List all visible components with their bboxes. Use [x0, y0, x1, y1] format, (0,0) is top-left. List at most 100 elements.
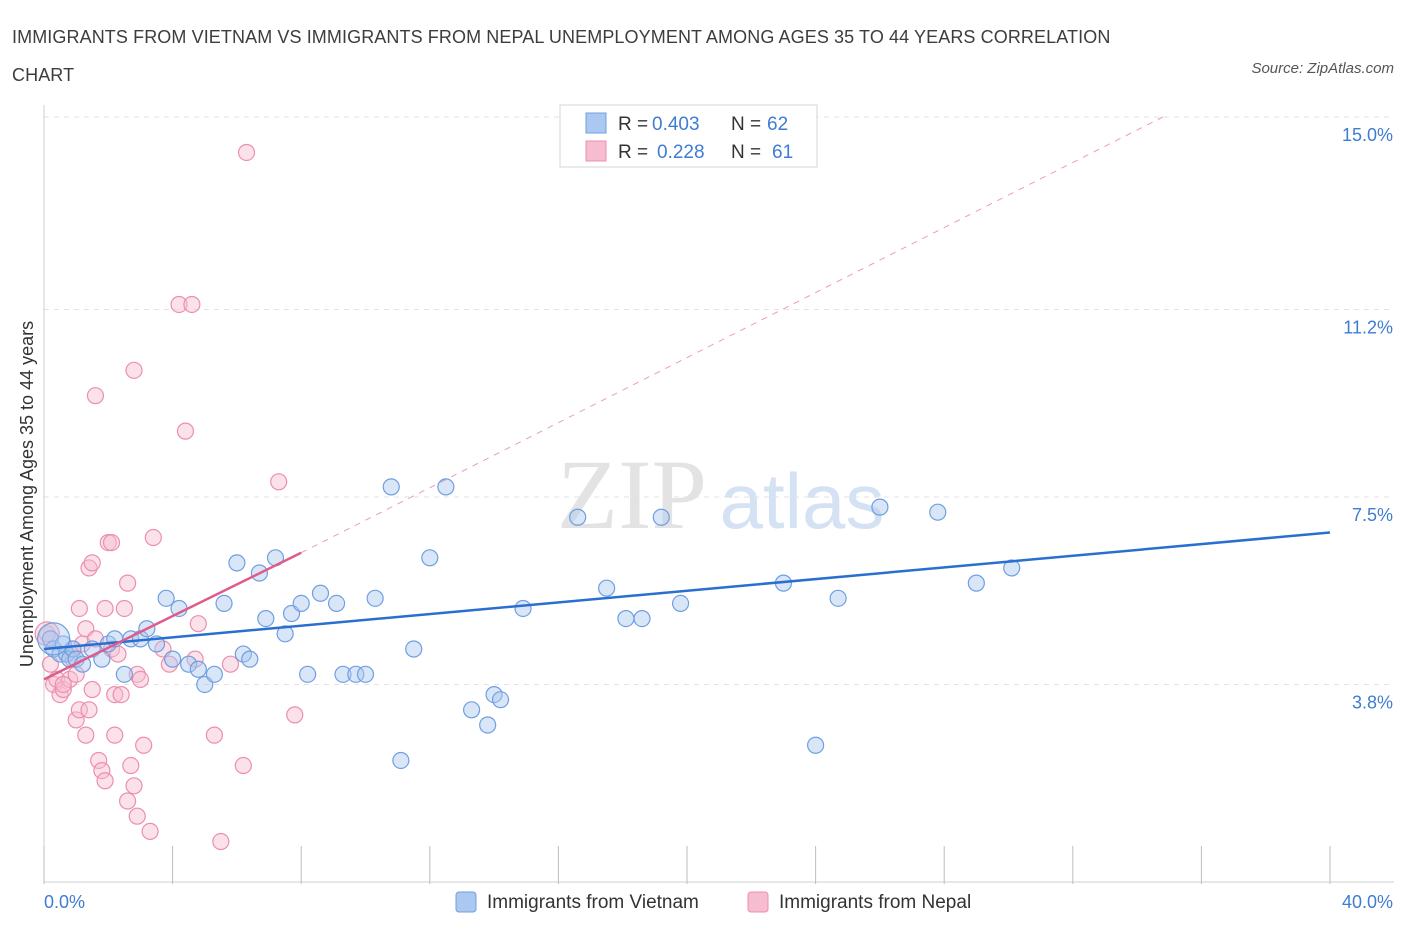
- nepal-point-4: [51, 685, 69, 704]
- vietnam-point-41: [366, 589, 384, 607]
- vietnam-cluster-point: [37, 622, 71, 656]
- legend-label-nepal: Immigrants from Nepal: [779, 892, 971, 913]
- nepal-point-17: [80, 559, 98, 577]
- nepal-point-48: [189, 615, 207, 633]
- vietnam-point-38: [334, 665, 352, 683]
- stats-n-label-vietnam: N =: [731, 114, 761, 135]
- nepal-point-49: [205, 726, 223, 744]
- x-tick-label-0: 0.0%: [44, 892, 85, 912]
- vietnam-point-36: [311, 584, 330, 602]
- vietnam-point-18: [157, 589, 175, 607]
- vietnam-point-21: [180, 655, 198, 673]
- stats-legend-swatch-nepal: [585, 140, 607, 162]
- nepal-point-38: [128, 665, 146, 683]
- nepal-point-22: [93, 761, 111, 780]
- nepal-point-10: [67, 711, 85, 729]
- vietnam-point-46: [437, 478, 455, 496]
- nepal-point-20: [86, 387, 105, 405]
- vietnam-point-55: [633, 609, 651, 628]
- legend-swatch-vietnam: [455, 891, 477, 913]
- nepal-point-47: [183, 295, 201, 314]
- nepal-point-54: [270, 473, 288, 491]
- bottom-legend: Immigrants from Vietnam Immigrants from …: [455, 891, 971, 913]
- source-label: Source: ZipAtlas.com: [1251, 60, 1394, 77]
- stats-n-value-nepal: 61: [772, 142, 793, 163]
- nepal-point-5: [54, 680, 72, 699]
- vietnam-point-35: [299, 665, 317, 683]
- nepal-point-35: [125, 361, 143, 379]
- y-tick-label-0: 3.8%: [1352, 692, 1393, 712]
- vietnam-point-64: [1003, 559, 1021, 577]
- vietnam-point-32: [276, 625, 294, 643]
- nepal-point-33: [118, 792, 137, 810]
- vietnam-point-51: [514, 599, 532, 618]
- nepal-point-18: [83, 554, 101, 572]
- chart-title: IMMIGRANTS FROM VIETNAM VS IMMIGRANTS FR…: [12, 27, 1111, 85]
- nepal-point-40: [135, 736, 153, 754]
- vietnam-point-26: [228, 554, 246, 572]
- nepal-point-23: [96, 599, 114, 618]
- x-tick-label-1: 40.0%: [1342, 892, 1393, 912]
- nepal-point-51: [221, 655, 240, 673]
- vietnam-point-56: [652, 508, 670, 526]
- legend-swatch-nepal: [747, 891, 769, 913]
- vietnam-point-37: [327, 594, 346, 613]
- stats-r-label-vietnam: R =: [618, 114, 648, 135]
- nepal-point-56: [54, 675, 72, 694]
- nepal-point-37: [128, 807, 146, 825]
- stats-r-value-vietnam: 0.403: [652, 114, 700, 135]
- vietnam-point-43: [392, 751, 410, 770]
- vietnam-point-54: [617, 609, 635, 628]
- stats-n-label-nepal: N =: [731, 142, 761, 163]
- watermark-zip: ZIP: [557, 439, 707, 550]
- y-tick-label-2: 11.2%: [1343, 318, 1393, 338]
- vietnam-point-53: [598, 579, 616, 597]
- nepal-point-30: [112, 685, 130, 704]
- stats-r-value-nepal: 0.228: [657, 142, 705, 163]
- y-tick-label-1: 7.5%: [1352, 505, 1393, 525]
- vietnam-point-61: [871, 498, 889, 516]
- watermark: ZIP atlas: [557, 439, 884, 550]
- nepal-point-45: [170, 295, 188, 314]
- vietnam-point-45: [421, 549, 439, 567]
- axes: [43, 105, 1394, 883]
- nepal-point-31: [115, 599, 133, 618]
- nepal-point-39: [131, 670, 150, 689]
- vietnam-point-0: [41, 630, 60, 648]
- nepal-point-32: [118, 574, 137, 592]
- vietnam-point-34: [292, 594, 310, 613]
- vietnam-point-40: [356, 665, 375, 683]
- nepal-point-53: [237, 143, 256, 162]
- vietnam-point-13: [115, 665, 133, 683]
- stats-legend-swatch-vietnam: [585, 112, 607, 134]
- nepal-point-24: [96, 772, 114, 790]
- vietnam-point-63: [967, 574, 985, 592]
- vietnam-points: [37, 478, 1021, 770]
- nepal-point-16: [80, 701, 98, 719]
- vietnam-point-57: [671, 594, 690, 613]
- vietnam-point-48: [479, 716, 497, 734]
- nepal-point-11: [70, 701, 88, 719]
- y-tick-labels: 3.8% 7.5% 11.2% 15.0%: [1342, 125, 1393, 712]
- legend-label-vietnam: Immigrants from Vietnam: [487, 892, 699, 913]
- vietnam-point-24: [205, 665, 223, 683]
- vietnam-trendline: [43, 531, 1331, 651]
- gridlines: [44, 116, 1394, 685]
- nepal-point-50: [212, 832, 230, 851]
- watermark-atlas: atlas: [720, 457, 885, 545]
- vietnam-point-25: [215, 594, 233, 613]
- nepal-point-27: [102, 533, 121, 552]
- nepal-point-2: [45, 675, 63, 694]
- vietnam-point-50: [491, 691, 510, 709]
- vietnam-point-59: [806, 736, 825, 754]
- nepal-point-55: [286, 706, 304, 724]
- nepal-point-58: [83, 680, 101, 699]
- nepal-point-41: [141, 822, 159, 841]
- stats-legend: R = 0.403 N = 62 R = 0.228 N = 61: [559, 104, 818, 168]
- nepal-points: [34, 143, 304, 851]
- vietnam-point-39: [347, 665, 365, 683]
- nepal-point-46: [176, 422, 195, 440]
- nepal-trendline-extension: [300, 116, 1164, 554]
- vietnam-point-42: [382, 478, 400, 496]
